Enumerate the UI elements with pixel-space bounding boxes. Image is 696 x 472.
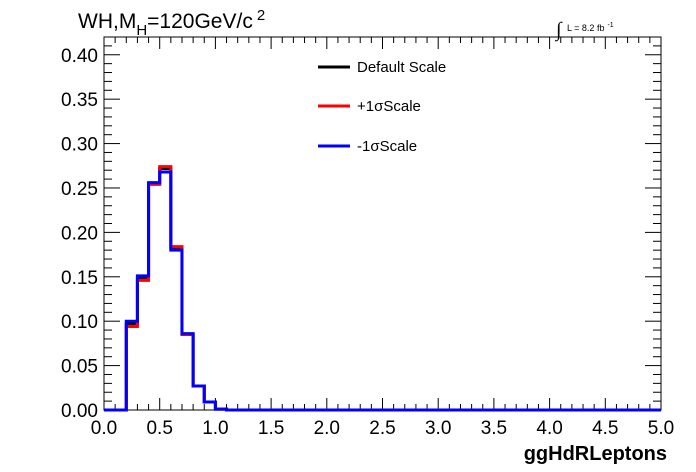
x-tick-label: 4.0	[536, 418, 562, 439]
series-line-2	[104, 170, 661, 412]
y-tick-label: 0.00	[61, 401, 98, 422]
title-superscript: 2	[257, 7, 265, 24]
y-tick-label: 0.10	[61, 312, 98, 333]
title-subscript: H	[136, 22, 147, 39]
y-tick-label: 0.35	[61, 90, 98, 111]
chart-title: WH,MH=120GeV/c 2	[78, 7, 265, 39]
x-tick-label: 2.0	[314, 418, 340, 439]
x-tick-label: 3.5	[481, 418, 507, 439]
series-line-0	[104, 166, 661, 412]
title-rest: =120GeV/c	[147, 10, 253, 33]
series-line-1	[104, 165, 661, 412]
title-main: WH,M	[78, 10, 136, 33]
legend: Default Scale +1σScale -1σScale	[318, 59, 446, 155]
y-tick-label: 0.20	[61, 223, 98, 244]
x-tick-label: 1.0	[202, 418, 228, 439]
legend-label-0: Default Scale	[357, 59, 446, 76]
x-tick-label: 5.0	[648, 418, 674, 439]
axes: 0.0 0.5 1.0 1.5 2.0 2.5 3.0 3.5 4.0 4.5 5.0 0.00 0.0…	[61, 36, 674, 439]
lumi-superscript: -1	[607, 22, 613, 29]
x-axis-label: ggHdRLeptons	[524, 443, 667, 465]
y-tick-label: 0.05	[61, 357, 98, 378]
legend-label-1: +1σScale	[357, 98, 421, 115]
x-tick-label: 2.5	[369, 418, 395, 439]
x-tick-label: 1.5	[258, 418, 284, 439]
y-tick-label: 0.15	[61, 268, 98, 289]
x-tick-label: 3.0	[425, 418, 451, 439]
plot-frame	[103, 36, 662, 411]
lumi-label: L = 8.2 fb -1	[567, 22, 614, 33]
lumi-integral: ∫	[554, 19, 563, 42]
x-tick-label: 0.5	[146, 418, 172, 439]
y-tick-label: 0.30	[61, 135, 98, 156]
x-tick-label: 4.5	[592, 418, 618, 439]
lumi-text: L = 8.2 fb	[567, 23, 604, 33]
x-tick-label: 0.0	[91, 418, 117, 439]
y-tick-label: 0.40	[61, 46, 98, 67]
legend-label-2: -1σScale	[357, 138, 417, 155]
y-tick-label: 0.25	[61, 179, 98, 200]
series-layer	[104, 165, 661, 412]
